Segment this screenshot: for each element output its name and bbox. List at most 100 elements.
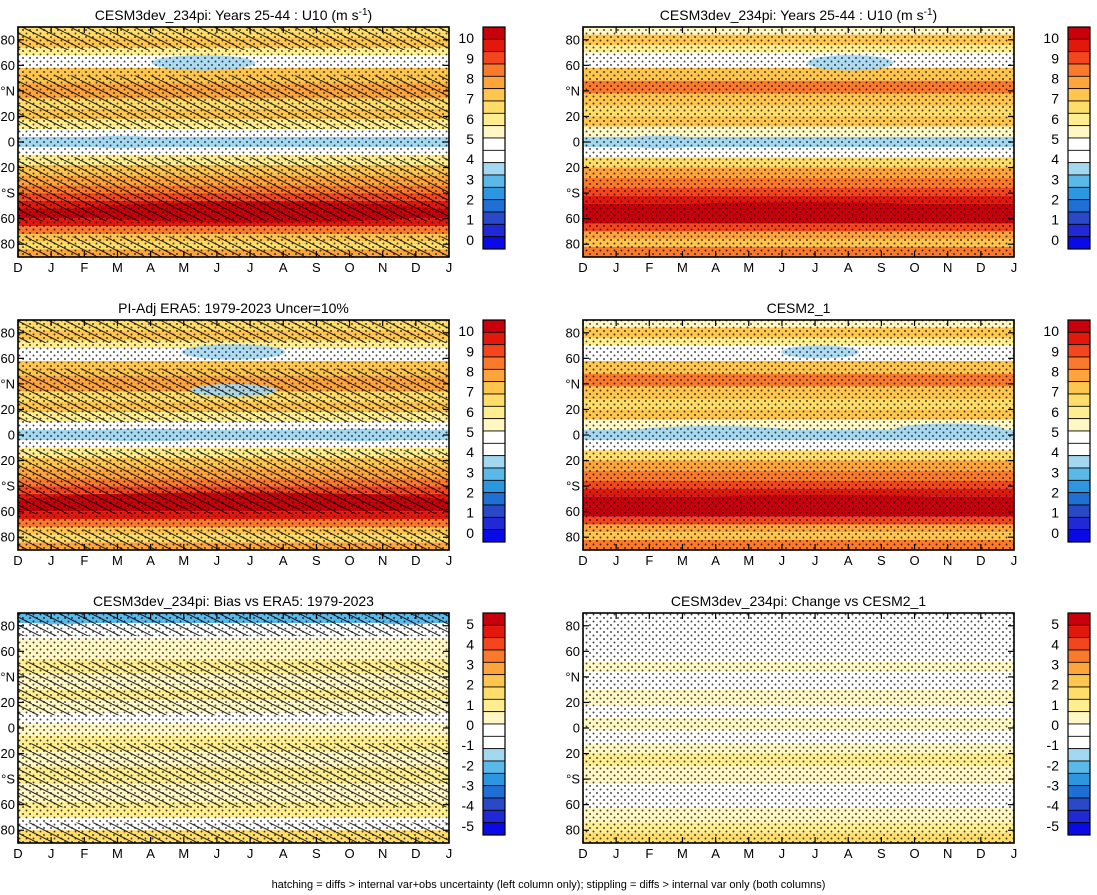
x-tick-label: J bbox=[247, 846, 254, 861]
colorbar-swatch bbox=[482, 822, 506, 836]
colorbar-swatch bbox=[482, 368, 506, 383]
colorbar-swatch bbox=[482, 760, 506, 774]
x-tick-label: M bbox=[677, 260, 688, 275]
y-tick-label: 80 bbox=[1, 530, 15, 545]
colorbar-swatch bbox=[482, 137, 506, 151]
colorbar-swatch bbox=[1067, 772, 1091, 787]
colorbar-label: 9 bbox=[1051, 343, 1059, 359]
x-tick-label: D bbox=[976, 260, 985, 275]
x-tick-label: F bbox=[645, 260, 653, 275]
chart-title: PI-Adj ERA5: 1979-2023 Uncer=10% bbox=[118, 300, 349, 316]
colorbar-swatch bbox=[482, 162, 506, 176]
y-tick-label: 20 bbox=[566, 160, 580, 175]
colorbar-swatch bbox=[1067, 649, 1091, 663]
colorbar-swatch bbox=[482, 809, 506, 824]
colorbar-swatch bbox=[482, 492, 506, 506]
colorbar-label: 1 bbox=[466, 505, 474, 521]
x-tick-label: S bbox=[312, 553, 321, 568]
hatching bbox=[18, 613, 449, 636]
chart-panel-4: CESM2_1 D J F M A M J J A S O N D J 80 60 °N 20 0 20 °S 60 80 bbox=[565, 300, 1017, 568]
colorbar-label: 0 bbox=[1051, 717, 1059, 733]
colorbar-swatch bbox=[1067, 100, 1091, 114]
hatching bbox=[18, 236, 449, 257]
colorbar-swatch bbox=[1067, 368, 1091, 383]
y-tick-label: °S bbox=[1, 772, 15, 787]
x-tick-label: F bbox=[80, 260, 88, 275]
x-tick-label: J bbox=[446, 846, 453, 861]
y-tick-label: °N bbox=[565, 83, 580, 98]
x-tick-label: D bbox=[411, 846, 420, 861]
x-tick-label: O bbox=[909, 553, 919, 568]
colorbar-swatch bbox=[482, 211, 506, 225]
colorbar-label: 6 bbox=[1051, 111, 1059, 127]
colorbar-swatch bbox=[482, 467, 506, 481]
colorbar-label: 2 bbox=[466, 485, 474, 501]
colorbar-swatch bbox=[1067, 405, 1091, 420]
colorbar-swatch bbox=[1067, 822, 1091, 836]
colorbar-label: 4 bbox=[466, 151, 474, 167]
colorbar-label: 4 bbox=[1051, 151, 1059, 167]
y-tick-label: °S bbox=[566, 186, 580, 201]
colorbar-label: 4 bbox=[1051, 636, 1059, 652]
colorbar-label: 1 bbox=[1051, 212, 1059, 228]
colorbar-swatch bbox=[1067, 174, 1091, 188]
colorbar-swatch bbox=[482, 236, 506, 250]
colorbar-swatch bbox=[1067, 199, 1091, 213]
stippling bbox=[18, 320, 449, 550]
colorbar-swatch bbox=[1067, 319, 1091, 333]
colorbar-frame bbox=[482, 26, 506, 250]
footnote: hatching = diffs > internal var+obs unce… bbox=[271, 879, 826, 891]
x-tick-label: J bbox=[214, 846, 221, 861]
x-tick-label: F bbox=[80, 846, 88, 861]
y-tick-label: 0 bbox=[8, 135, 15, 150]
colorbar-swatch bbox=[482, 442, 506, 457]
x-tick-label: N bbox=[943, 260, 952, 275]
colorbar-swatch bbox=[1067, 492, 1091, 506]
y-tick-label: 80 bbox=[1, 237, 15, 252]
colorbar-label: 6 bbox=[466, 404, 474, 420]
colorbar-swatch bbox=[1067, 186, 1091, 201]
x-tick-label: J bbox=[247, 553, 254, 568]
hatching bbox=[18, 75, 449, 130]
x-tick-label: N bbox=[943, 553, 952, 568]
hatching bbox=[18, 320, 449, 343]
x-tick-label: J bbox=[779, 260, 786, 275]
colorbar-swatch bbox=[1067, 760, 1091, 774]
colorbar-swatch bbox=[1067, 661, 1091, 676]
colorbar-swatch bbox=[1067, 785, 1091, 799]
colorbar-swatch bbox=[482, 529, 506, 543]
colorbar-label: 3 bbox=[1051, 656, 1059, 672]
colorbar-swatch bbox=[1067, 612, 1091, 626]
colorbar-swatch bbox=[482, 393, 506, 407]
colorbar-label: 5 bbox=[1051, 131, 1059, 147]
colorbar-swatch bbox=[1067, 26, 1091, 40]
y-tick-label: °S bbox=[566, 479, 580, 494]
colorbar-label: 10 bbox=[1043, 30, 1059, 46]
colorbar-label: -3 bbox=[1047, 778, 1060, 794]
colorbar-swatch bbox=[1067, 809, 1091, 824]
x-tick-label: D bbox=[578, 846, 587, 861]
colorbar-label: 3 bbox=[1051, 171, 1059, 187]
colorbar-swatch bbox=[1067, 467, 1091, 481]
colorbar-label: 0 bbox=[1051, 232, 1059, 248]
colorbar-swatch bbox=[482, 112, 506, 127]
colorbar-label: 4 bbox=[466, 444, 474, 460]
colorbar-swatch bbox=[482, 748, 506, 762]
colorbar-label: 6 bbox=[1051, 404, 1059, 420]
colorbar-swatch bbox=[1067, 63, 1091, 77]
colorbar-label: 0 bbox=[466, 525, 474, 541]
x-tick-label: J bbox=[812, 553, 819, 568]
colorbar-swatch bbox=[1067, 735, 1091, 750]
x-tick-label: J bbox=[48, 553, 55, 568]
colorbar-swatch bbox=[482, 174, 506, 188]
colorbar-swatch bbox=[1067, 356, 1091, 370]
colorbar-label: 0 bbox=[466, 717, 474, 733]
colorbar-swatch bbox=[1067, 529, 1091, 543]
chart-panel-6: CESM3dev_234pi: Change vs CESM2_1 D J F M A M J… bbox=[565, 593, 1017, 861]
colorbar: 5 4 3 2 1 0 -1 -2 -3 -4 -5 bbox=[1047, 612, 1091, 836]
colorbar-label: 1 bbox=[1051, 505, 1059, 521]
hatching bbox=[18, 661, 449, 716]
colorbar-swatch bbox=[482, 319, 506, 333]
